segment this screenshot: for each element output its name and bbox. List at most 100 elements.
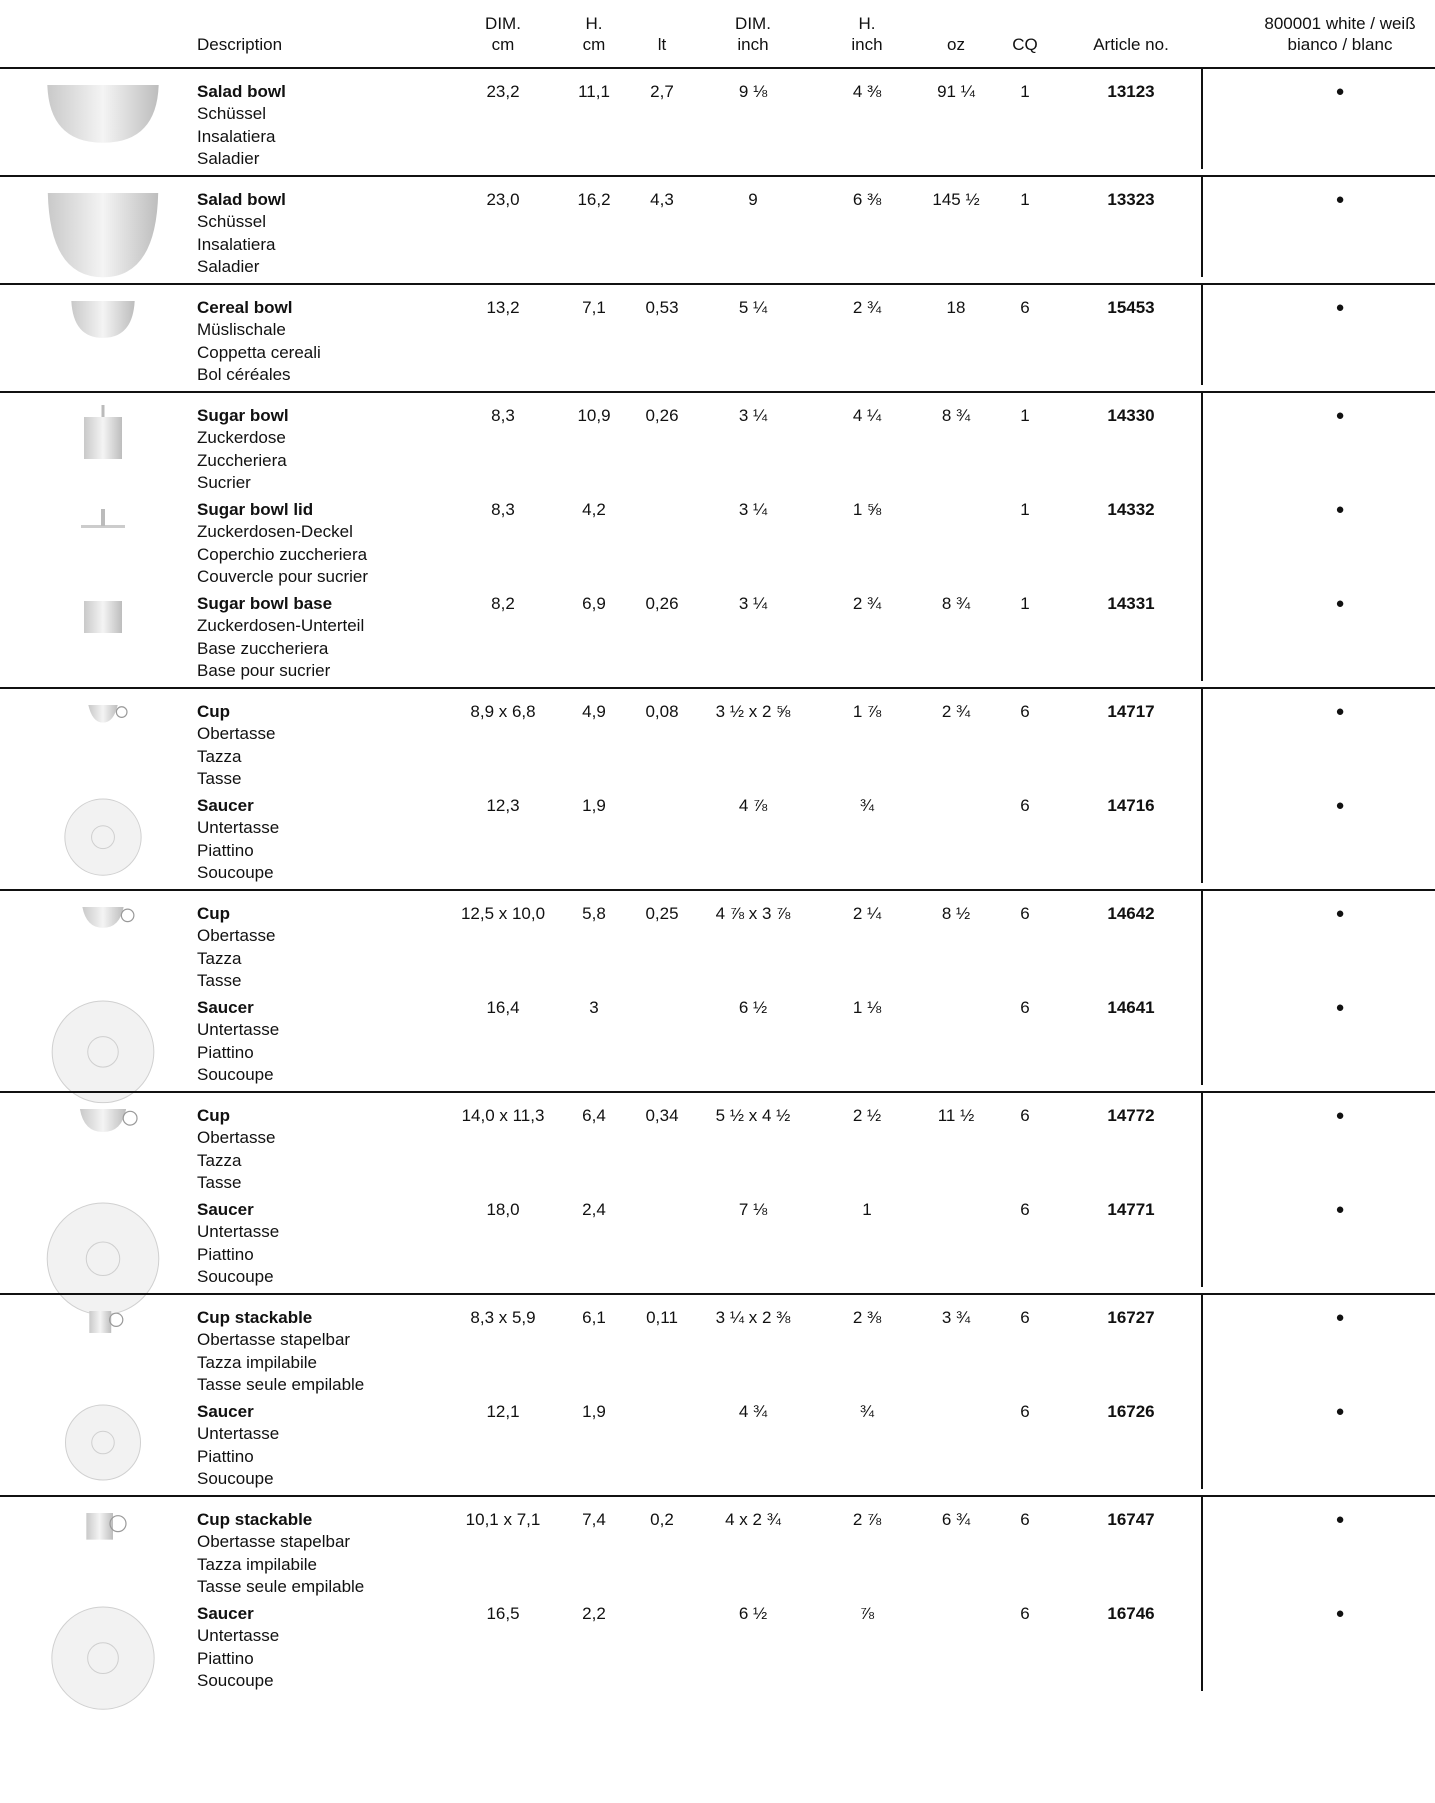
cell: 1: [1020, 190, 1030, 209]
product-row: Salad bowl Schüssel Insalatiera Saladier 23,…: [0, 81, 1435, 175]
article-number: 16747: [1107, 1510, 1155, 1529]
product-row: Salad bowl Schüssel Insalatiera Saladier 23,…: [0, 189, 1435, 283]
column-header: Article no.: [1093, 34, 1169, 55]
translation: Coperchio zuccheriera: [197, 544, 368, 564]
article-number: 14716: [1107, 796, 1155, 815]
availability: ●: [1335, 1511, 1345, 1528]
translation: Insalatiera: [197, 126, 276, 146]
cell: 6: [1020, 298, 1030, 317]
cell: 6 ⅜: [852, 190, 882, 209]
cell: 7 ⅛: [738, 1200, 768, 1219]
cell: 9 ⅛: [738, 82, 768, 101]
cell: 6: [1020, 998, 1030, 1017]
translation: Tazza: [197, 1150, 242, 1170]
product-row: Cereal bowl Müslischale Coppetta cereali Bo…: [0, 297, 1435, 391]
availability: ●: [1335, 299, 1345, 316]
cell: 6: [1020, 1106, 1030, 1125]
description: Cup stackable Obertasse stapelbar Tazza im…: [197, 1509, 364, 1599]
translation: Insalatiera: [197, 234, 276, 254]
cell: 12,3: [486, 796, 520, 815]
product-image: [84, 405, 122, 459]
cell: 2 ½: [852, 1106, 882, 1125]
header-line: DIM.: [735, 14, 771, 33]
cell: 2 ⅜: [852, 1308, 882, 1327]
article-number: 14642: [1107, 904, 1155, 923]
cell: 3 ¼: [738, 406, 768, 425]
cell: 8 ½: [941, 904, 971, 923]
cell: 4 ⅜: [852, 82, 882, 101]
product-name: Cup stackable: [197, 1308, 313, 1327]
cell: 8,3: [491, 500, 515, 519]
translation: Saladier: [197, 257, 260, 277]
translation: Untertasse: [197, 1020, 280, 1040]
description: Cereal bowl Müslischale Coppetta cereali Bo…: [197, 297, 321, 387]
column-header: lt: [658, 34, 667, 55]
translation: Soucoupe: [197, 1267, 274, 1287]
product-group: Cup stackable Obertasse stapelbar Tazza im…: [0, 1293, 1435, 1495]
cell: 1: [1020, 406, 1030, 425]
cell: 1: [862, 1200, 872, 1219]
product-name: Cereal bowl: [197, 298, 293, 317]
cell: 0,11: [646, 1308, 678, 1327]
cell: 1: [1020, 82, 1030, 101]
availability: ●: [1335, 1201, 1345, 1218]
product-name: Cup: [197, 702, 231, 721]
cell: 8,9 x 6,8: [470, 702, 536, 721]
product-name: Saucer: [197, 1402, 254, 1421]
cell: 6: [1020, 1402, 1030, 1421]
translation: Tasse: [197, 769, 242, 789]
availability: ●: [1335, 1107, 1345, 1124]
product-name: Sugar bowl base: [197, 594, 333, 613]
header-line: inch: [851, 35, 883, 54]
product-image: [47, 193, 159, 278]
product-group: Cup stackable Obertasse stapelbar Tazza im…: [0, 1495, 1435, 1710]
product-row: Saucer Untertasse Piattino Soucoupe 12,3 1,9 4…: [0, 795, 1435, 889]
translation: Obertasse: [197, 1128, 276, 1148]
translation: Untertasse: [197, 1626, 280, 1646]
product-group: Salad bowl Schüssel Insalatiera Saladier 23,…: [0, 69, 1435, 175]
translation: Sucrier: [197, 473, 251, 493]
cell: 6: [1020, 1510, 1030, 1529]
article-number: 15453: [1107, 298, 1155, 317]
availability: ●: [1335, 83, 1345, 100]
product-name: Saucer: [197, 796, 254, 815]
availability: ●: [1335, 191, 1345, 208]
product-group: Salad bowl Schüssel Insalatiera Saladier 23,…: [0, 175, 1435, 283]
translation: Tazza impilabile: [197, 1352, 317, 1372]
product-row: Cup Obertasse Tazza Tasse 12,5 x 10,0 5,8 0,25…: [0, 903, 1435, 997]
description: Saucer Untertasse Piattino Soucoupe: [197, 1603, 279, 1693]
availability: ●: [1335, 703, 1345, 720]
cell: 8,2: [491, 594, 515, 613]
table-body: Salad bowl Schüssel Insalatiera Saladier 23,…: [0, 69, 1435, 1710]
translation: Piattino: [197, 1446, 254, 1466]
cell: 1,9: [582, 796, 606, 815]
translation: Obertasse stapelbar: [197, 1532, 351, 1552]
cell: 4 ¼: [852, 406, 882, 425]
cell: 6,9: [582, 594, 606, 613]
cell: 1 ⅛: [852, 998, 882, 1017]
availability: ●: [1335, 797, 1345, 814]
product-group: Cup Obertasse Tazza Tasse 12,5 x 10,0 5,8 0,25…: [0, 889, 1435, 1104]
translation: Obertasse stapelbar: [197, 1330, 351, 1350]
column-header: DIM. cm: [485, 13, 521, 55]
cell: ¾: [859, 1402, 875, 1421]
product-row: Cup stackable Obertasse stapelbar Tazza im…: [0, 1307, 1435, 1401]
article-number: 14641: [1107, 998, 1155, 1017]
cell: 6,1: [582, 1308, 606, 1327]
header-line: H.: [585, 14, 603, 33]
cell: 10,1 x 7,1: [465, 1510, 541, 1529]
translation: Zuckerdosen-Deckel: [197, 522, 353, 542]
product-image: [71, 301, 135, 338]
availability: ●: [1335, 999, 1345, 1016]
cell: 6: [1020, 1308, 1030, 1327]
header-line: 800001 white / weiß: [1264, 14, 1416, 33]
product-name: Sugar bowl: [197, 406, 289, 425]
cell: 7,4: [582, 1510, 606, 1529]
cell: 6: [1020, 1604, 1030, 1623]
product-group: Cup Obertasse Tazza Tasse 8,9 x 6,8 4,9 0,08 3 …: [0, 687, 1435, 889]
cell: 2,4: [582, 1200, 606, 1219]
cell: 2 ¾: [941, 702, 971, 721]
cell: 12,5 x 10,0: [460, 904, 546, 923]
product-row: Saucer Untertasse Piattino Soucoupe 16,5 2,2 6…: [0, 1603, 1435, 1710]
product-row: Cup Obertasse Tazza Tasse 14,0 x 11,3 6,4 0,34…: [0, 1105, 1435, 1199]
